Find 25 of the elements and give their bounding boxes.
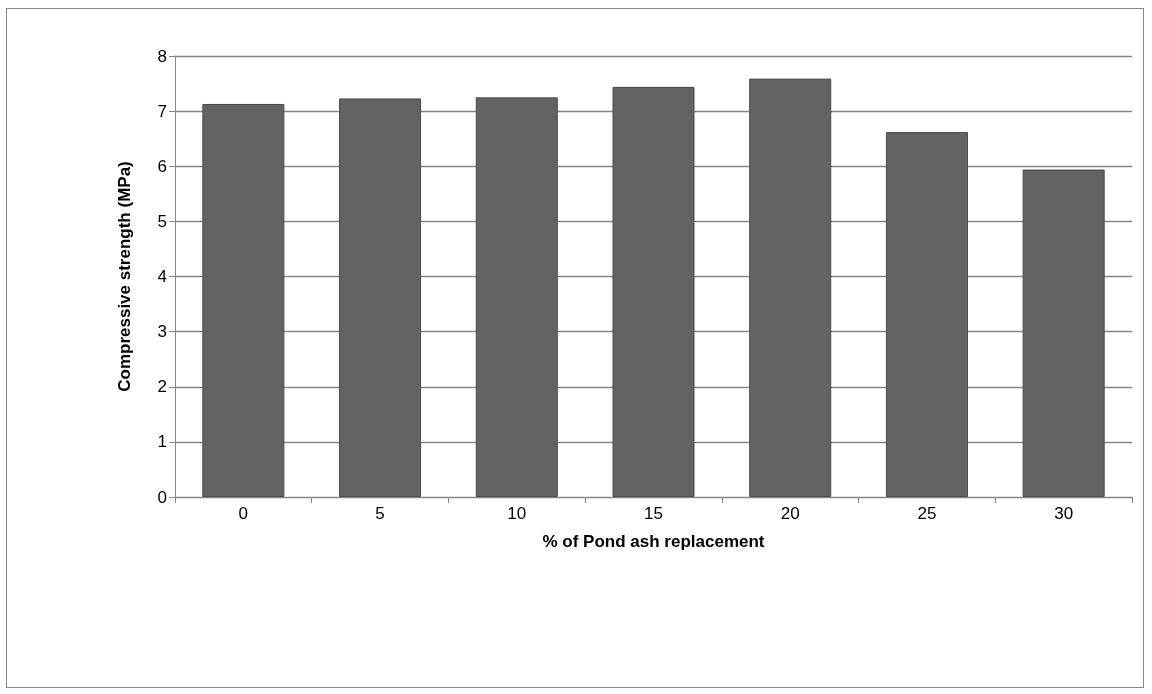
bar: [1022, 169, 1105, 497]
y-tick-label: 8: [157, 46, 167, 66]
bar: [749, 78, 832, 497]
x-axis-title: % of Pond ash replacement: [542, 532, 765, 551]
y-tick-label: 6: [157, 156, 167, 176]
bar: [612, 86, 695, 497]
y-tick-label: 4: [157, 267, 167, 286]
y-tick-label: 0: [157, 487, 167, 507]
y-tick-label: 3: [157, 322, 167, 342]
bar: [475, 97, 558, 497]
y-tick-label: 5: [157, 211, 167, 231]
y-tick-label: 7: [157, 101, 167, 121]
x-tick-label: 25: [917, 504, 937, 523]
x-tick-label: 10: [507, 504, 527, 523]
x-tick-label: 20: [780, 504, 800, 523]
x-tick-label: 0: [238, 504, 249, 523]
bar: [202, 103, 285, 497]
y-tick-label: 2: [157, 377, 167, 397]
x-tick-label: 15: [644, 504, 663, 523]
x-tick-label: 30: [1054, 504, 1074, 523]
y-axis-title: Compressive strength (MPa): [115, 161, 134, 392]
bar: [339, 98, 422, 497]
bar: [885, 132, 968, 497]
x-tick-label: 5: [375, 504, 385, 523]
y-tick-label: 1: [157, 432, 167, 452]
